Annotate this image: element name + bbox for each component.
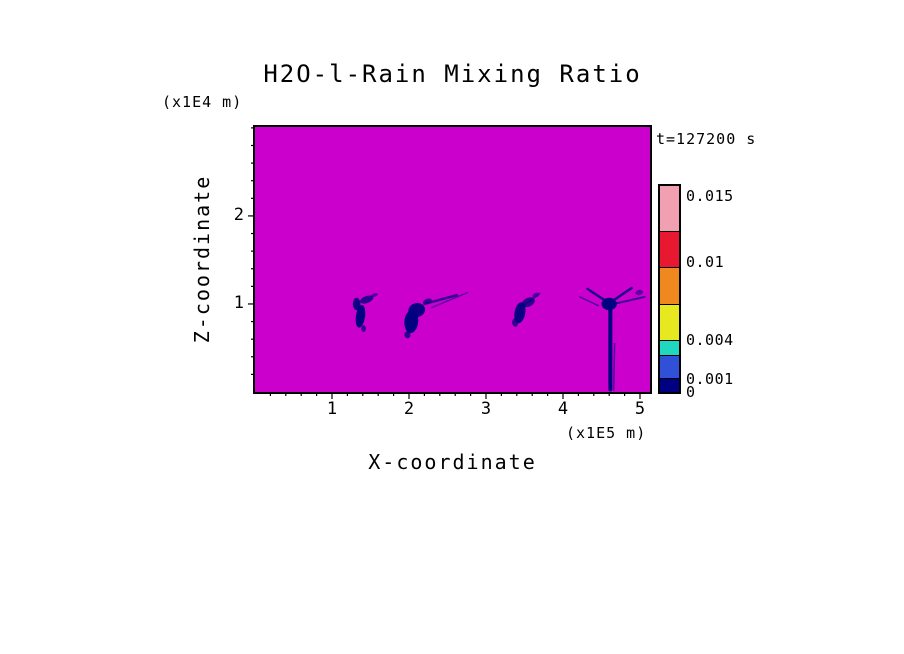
rain-feature: [514, 302, 526, 324]
chart-title: H2O-l-Rain Mixing Ratio: [263, 60, 642, 88]
rain-feature: [431, 291, 469, 309]
colorbar-segment: [660, 267, 679, 305]
colorbar-segment: [660, 231, 679, 268]
colorbar-segment: [660, 379, 679, 392]
colorbar-segment: [660, 186, 679, 232]
y-axis-label: Z-coordinate: [190, 174, 214, 344]
x-tick-label: 2: [403, 399, 415, 419]
colorbar-segment: [660, 355, 679, 380]
colorbar-label: 0.015: [686, 187, 734, 206]
rain-feature: [579, 296, 600, 307]
rain-feature: [512, 318, 519, 327]
rain-contour-svg: [255, 127, 650, 392]
x-tick-label: 4: [557, 399, 569, 419]
x-tick-label: 5: [634, 399, 646, 419]
rain-feature: [613, 342, 616, 391]
rain-feature: [635, 289, 644, 296]
y-axis-units: (x1E4 m): [162, 93, 243, 111]
colorbar-segment: [660, 304, 679, 341]
y-tick-label: 1: [233, 292, 244, 313]
rain-feature: [352, 297, 361, 311]
y-tick-label: 2: [233, 204, 244, 225]
colorbar-label: 0.01: [686, 253, 725, 271]
x-axis-units: (x1E5 m): [566, 424, 647, 442]
plot-background: [255, 127, 650, 392]
x-axis-label: X-coordinate: [368, 450, 537, 474]
rain-feature: [370, 293, 379, 298]
rain-feature: [586, 287, 609, 304]
plot-area: [253, 125, 652, 394]
rain-feature: [360, 295, 374, 304]
rain-feature: [361, 325, 366, 333]
colorbar: [658, 184, 681, 394]
colorbar-label: 0: [686, 383, 696, 401]
colorbar-label: 0.004: [686, 330, 734, 349]
colorbar-label: 0.001: [686, 369, 734, 388]
rain-feature: [521, 292, 541, 308]
rain-feature: [612, 295, 646, 305]
x-tick-label: 3: [480, 399, 492, 419]
x-tick-label: 1: [326, 399, 338, 419]
rain-feature: [423, 298, 432, 305]
timestamp-label: t=127200 s: [656, 130, 757, 148]
rain-feature: [532, 292, 540, 298]
rain-feature: [609, 286, 633, 304]
rain-feature: [404, 331, 411, 339]
rain-feature: [355, 304, 366, 328]
colorbar-segment: [660, 340, 679, 356]
rain-feature: [408, 303, 426, 318]
